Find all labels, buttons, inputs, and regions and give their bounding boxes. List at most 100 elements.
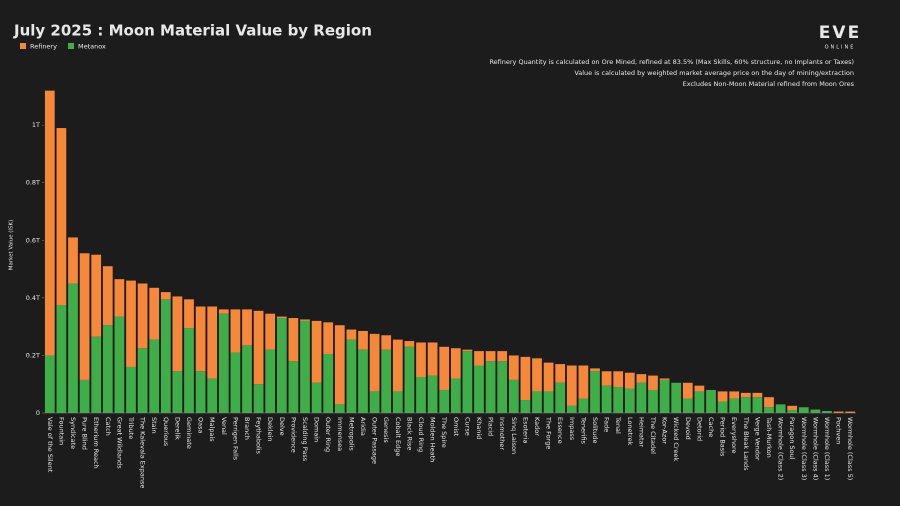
x-tick-label: Fade [603, 417, 611, 432]
x-tick-label: Tenal [614, 416, 622, 434]
bar-segment [91, 254, 102, 337]
bar-segment [474, 351, 484, 366]
x-tick-label: Wormhole (Class 2) [777, 417, 785, 480]
x-tick-label: Esoteria [521, 417, 529, 443]
bar-segment [416, 377, 426, 413]
bar-segment [450, 378, 461, 413]
bar-segment [230, 352, 241, 413]
bar-segment [427, 342, 438, 376]
x-tick-label: Kador [533, 417, 541, 436]
note: Refinery Quantity is calculated on Ore M… [489, 58, 854, 66]
bar-segment [613, 387, 624, 413]
x-tick-label: Deklein [266, 417, 274, 442]
bar-segment [508, 379, 519, 413]
x-tick-label: Derelik [173, 417, 181, 440]
x-tick-label: Venal [220, 417, 228, 435]
x-tick-label: Devoid [684, 417, 692, 440]
y-tick-label: 0.6T [26, 236, 40, 244]
bar-segment [44, 355, 55, 413]
x-tick-label: Wormhole (Class 1) [823, 417, 831, 480]
x-tick-label: Solitude [591, 417, 599, 444]
x-tick-label: Oasa [197, 417, 205, 433]
legend-label: Refinery [30, 43, 57, 51]
bar-segment [845, 411, 856, 413]
bar-segment [381, 349, 392, 413]
note: Excludes Non-Moon Material refined from … [683, 80, 855, 88]
x-tick-label: Scalding Pass [301, 417, 309, 462]
bar-segment [624, 388, 635, 413]
bar-segment [392, 391, 403, 413]
bar-segment [149, 339, 160, 413]
bar-segment [648, 375, 658, 390]
bar-segment [242, 345, 252, 413]
bar-segment [659, 378, 670, 380]
bar-segment [497, 361, 508, 413]
bar-segment [68, 237, 78, 284]
x-tick-label: Molden Heath [429, 417, 437, 462]
bar-segment [265, 349, 276, 413]
bar-segment [230, 309, 241, 353]
x-tick-label: Geminate [185, 417, 193, 449]
bar-segment [462, 349, 473, 352]
bar-segment [265, 313, 276, 350]
bar-segment [56, 305, 67, 413]
bar-segment [659, 379, 670, 413]
bar-segment [91, 336, 102, 413]
bar-segment [740, 392, 751, 398]
bar-segment [160, 299, 171, 413]
y-tick-label: 0 [36, 409, 40, 417]
bar-segment [102, 266, 113, 326]
bar-segment [369, 333, 380, 392]
bar-segment [300, 320, 310, 413]
bar-segment [184, 299, 194, 329]
bar-segment [160, 292, 171, 300]
bar-segment [195, 306, 206, 372]
y-axis-label: Market Value (ISK) [9, 220, 15, 271]
bar-segment [346, 339, 357, 413]
bar-segment [276, 318, 287, 413]
x-tick-label: Impass [568, 417, 576, 441]
bar-segment [798, 407, 809, 413]
x-tick-label: Pure Blind [81, 417, 89, 450]
bar-segment [717, 401, 728, 413]
bar-segment [474, 365, 484, 413]
bar-segment [56, 128, 67, 306]
chart-title: July 2025 : Moon Material Value by Regio… [13, 22, 372, 40]
bar-segment [416, 342, 426, 378]
bar-segment [253, 384, 264, 413]
bar-segment [497, 351, 508, 362]
bar-segment [624, 372, 635, 389]
bar-segment [323, 322, 334, 354]
bar-segment [137, 283, 148, 349]
y-tick-label: 0.8T [26, 179, 40, 187]
x-tick-label: The Kalevala Expanse [139, 416, 147, 488]
x-tick-label: Immensea [336, 417, 344, 451]
x-tick-label: Period Basis [719, 417, 727, 457]
bar-segment [787, 405, 798, 411]
bar-segment [346, 329, 357, 340]
x-tick-label: Catch [104, 417, 112, 436]
bar-segment [253, 310, 264, 385]
bar-segment [207, 306, 218, 379]
bar-segment [369, 391, 380, 413]
bar-segment [601, 385, 612, 413]
x-tick-label: Paragon Soul [788, 417, 796, 460]
bar-segment [578, 365, 589, 399]
x-tick-label: Black Rise [405, 417, 413, 450]
bar-segment [68, 283, 78, 413]
bar-segment [126, 280, 136, 367]
legend-label: Metanox [78, 43, 106, 51]
bar-segment [555, 364, 566, 383]
bar-segment [149, 287, 160, 340]
x-tick-label: Syndicate [69, 417, 77, 449]
bar-segment [311, 320, 322, 383]
x-tick-label: Tash-Murkon [765, 416, 773, 458]
bar-segment [114, 316, 125, 413]
bar-segment [462, 351, 473, 413]
x-tick-label: Tenerifis [579, 416, 587, 445]
bar-segment [764, 407, 774, 413]
bar-segment [532, 391, 542, 413]
bar-segment [300, 319, 310, 321]
bar-segment [137, 348, 148, 413]
